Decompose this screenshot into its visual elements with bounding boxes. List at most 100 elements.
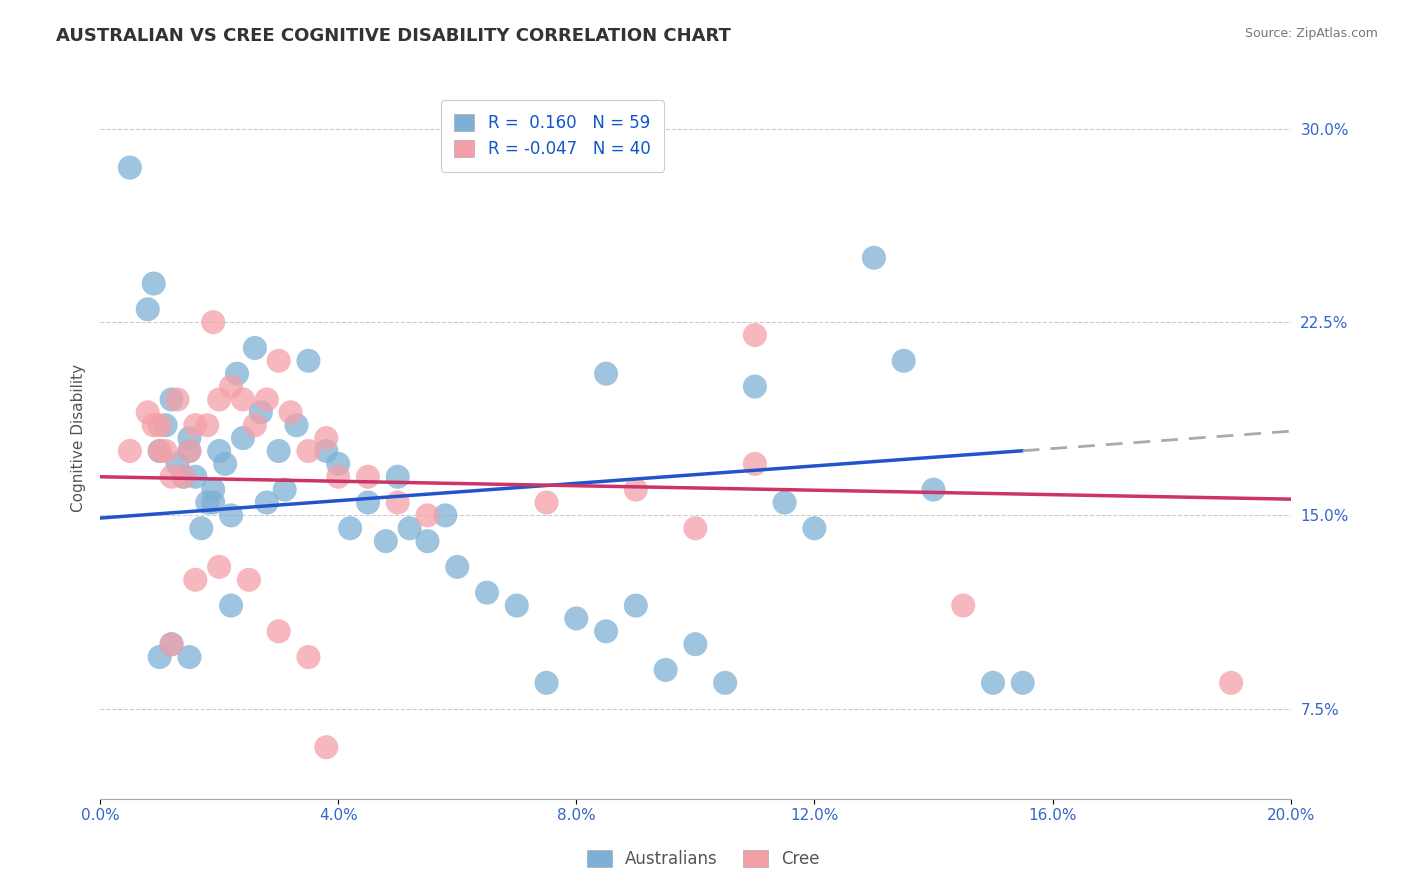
Point (208, 560, 231, 574)
Point (226, 367, 249, 381)
Point (155, 444, 177, 458)
Point (184, 418, 207, 433)
Point (160, 637, 183, 651)
Point (179, 444, 201, 458)
Point (195, 495, 218, 509)
Point (685, 637, 707, 651)
Point (654, 663, 676, 677)
Point (744, 328, 766, 343)
Point (595, 624, 617, 639)
Point (118, 161, 141, 175)
Point (267, 354, 290, 368)
Point (374, 534, 396, 549)
Point (149, 444, 172, 458)
Point (219, 508, 242, 523)
Point (256, 495, 278, 509)
Point (267, 624, 290, 639)
Point (243, 341, 266, 355)
Point (315, 444, 337, 458)
Text: AUSTRALIAN VS CREE COGNITIVE DISABILITY CORRELATION CHART: AUSTRALIAN VS CREE COGNITIVE DISABILITY … (56, 27, 731, 45)
Point (565, 611, 588, 625)
Point (744, 379, 766, 393)
Point (232, 431, 254, 445)
Point (624, 483, 647, 497)
Point (416, 508, 439, 523)
Point (536, 676, 558, 690)
Point (446, 560, 468, 574)
Text: Source: ZipAtlas.com: Source: ZipAtlas.com (1244, 27, 1378, 40)
Point (149, 650, 172, 665)
Point (803, 521, 825, 535)
Point (142, 418, 165, 433)
Legend: Australians, Cree: Australians, Cree (579, 843, 827, 875)
Point (315, 431, 337, 445)
Point (172, 469, 194, 483)
Point (398, 521, 420, 535)
Point (893, 354, 915, 368)
Point (297, 354, 319, 368)
Point (297, 650, 319, 665)
Point (208, 444, 231, 458)
Point (714, 676, 737, 690)
Point (202, 483, 225, 497)
Point (387, 469, 409, 483)
Point (863, 251, 886, 265)
Point (155, 418, 177, 433)
Point (166, 457, 188, 471)
Point (328, 469, 350, 483)
Point (202, 495, 225, 509)
Point (118, 444, 141, 458)
Point (214, 457, 236, 471)
Point (267, 444, 290, 458)
Point (595, 367, 617, 381)
Point (434, 508, 457, 523)
Point (357, 495, 380, 509)
Point (250, 405, 273, 419)
Point (357, 469, 380, 483)
Point (195, 418, 218, 433)
Y-axis label: Cognitive Disability: Cognitive Disability (72, 364, 86, 512)
Point (256, 392, 278, 407)
Point (149, 444, 172, 458)
Point (297, 444, 319, 458)
Point (952, 599, 974, 613)
Point (160, 392, 183, 407)
Point (328, 457, 350, 471)
Point (142, 277, 165, 291)
Point (184, 469, 207, 483)
Point (136, 405, 159, 419)
Point (179, 431, 201, 445)
Point (1011, 676, 1033, 690)
Point (243, 418, 266, 433)
Point (160, 469, 183, 483)
Legend: R =  0.160   N = 59, R = -0.047   N = 40: R = 0.160 N = 59, R = -0.047 N = 40 (441, 100, 664, 171)
Point (387, 495, 409, 509)
Point (981, 676, 1004, 690)
Point (172, 469, 194, 483)
Point (285, 418, 308, 433)
Point (166, 392, 188, 407)
Point (744, 457, 766, 471)
Point (922, 483, 945, 497)
Point (190, 521, 212, 535)
Point (773, 495, 796, 509)
Point (149, 418, 172, 433)
Point (208, 392, 231, 407)
Point (315, 740, 337, 755)
Point (219, 379, 242, 393)
Point (179, 650, 201, 665)
Point (685, 521, 707, 535)
Point (624, 599, 647, 613)
Point (280, 405, 302, 419)
Point (238, 573, 260, 587)
Point (416, 534, 439, 549)
Point (475, 585, 498, 599)
Point (232, 392, 254, 407)
Point (179, 444, 201, 458)
Point (273, 483, 295, 497)
Point (160, 637, 183, 651)
Point (536, 495, 558, 509)
Point (506, 599, 529, 613)
Point (1220, 676, 1243, 690)
Point (184, 573, 207, 587)
